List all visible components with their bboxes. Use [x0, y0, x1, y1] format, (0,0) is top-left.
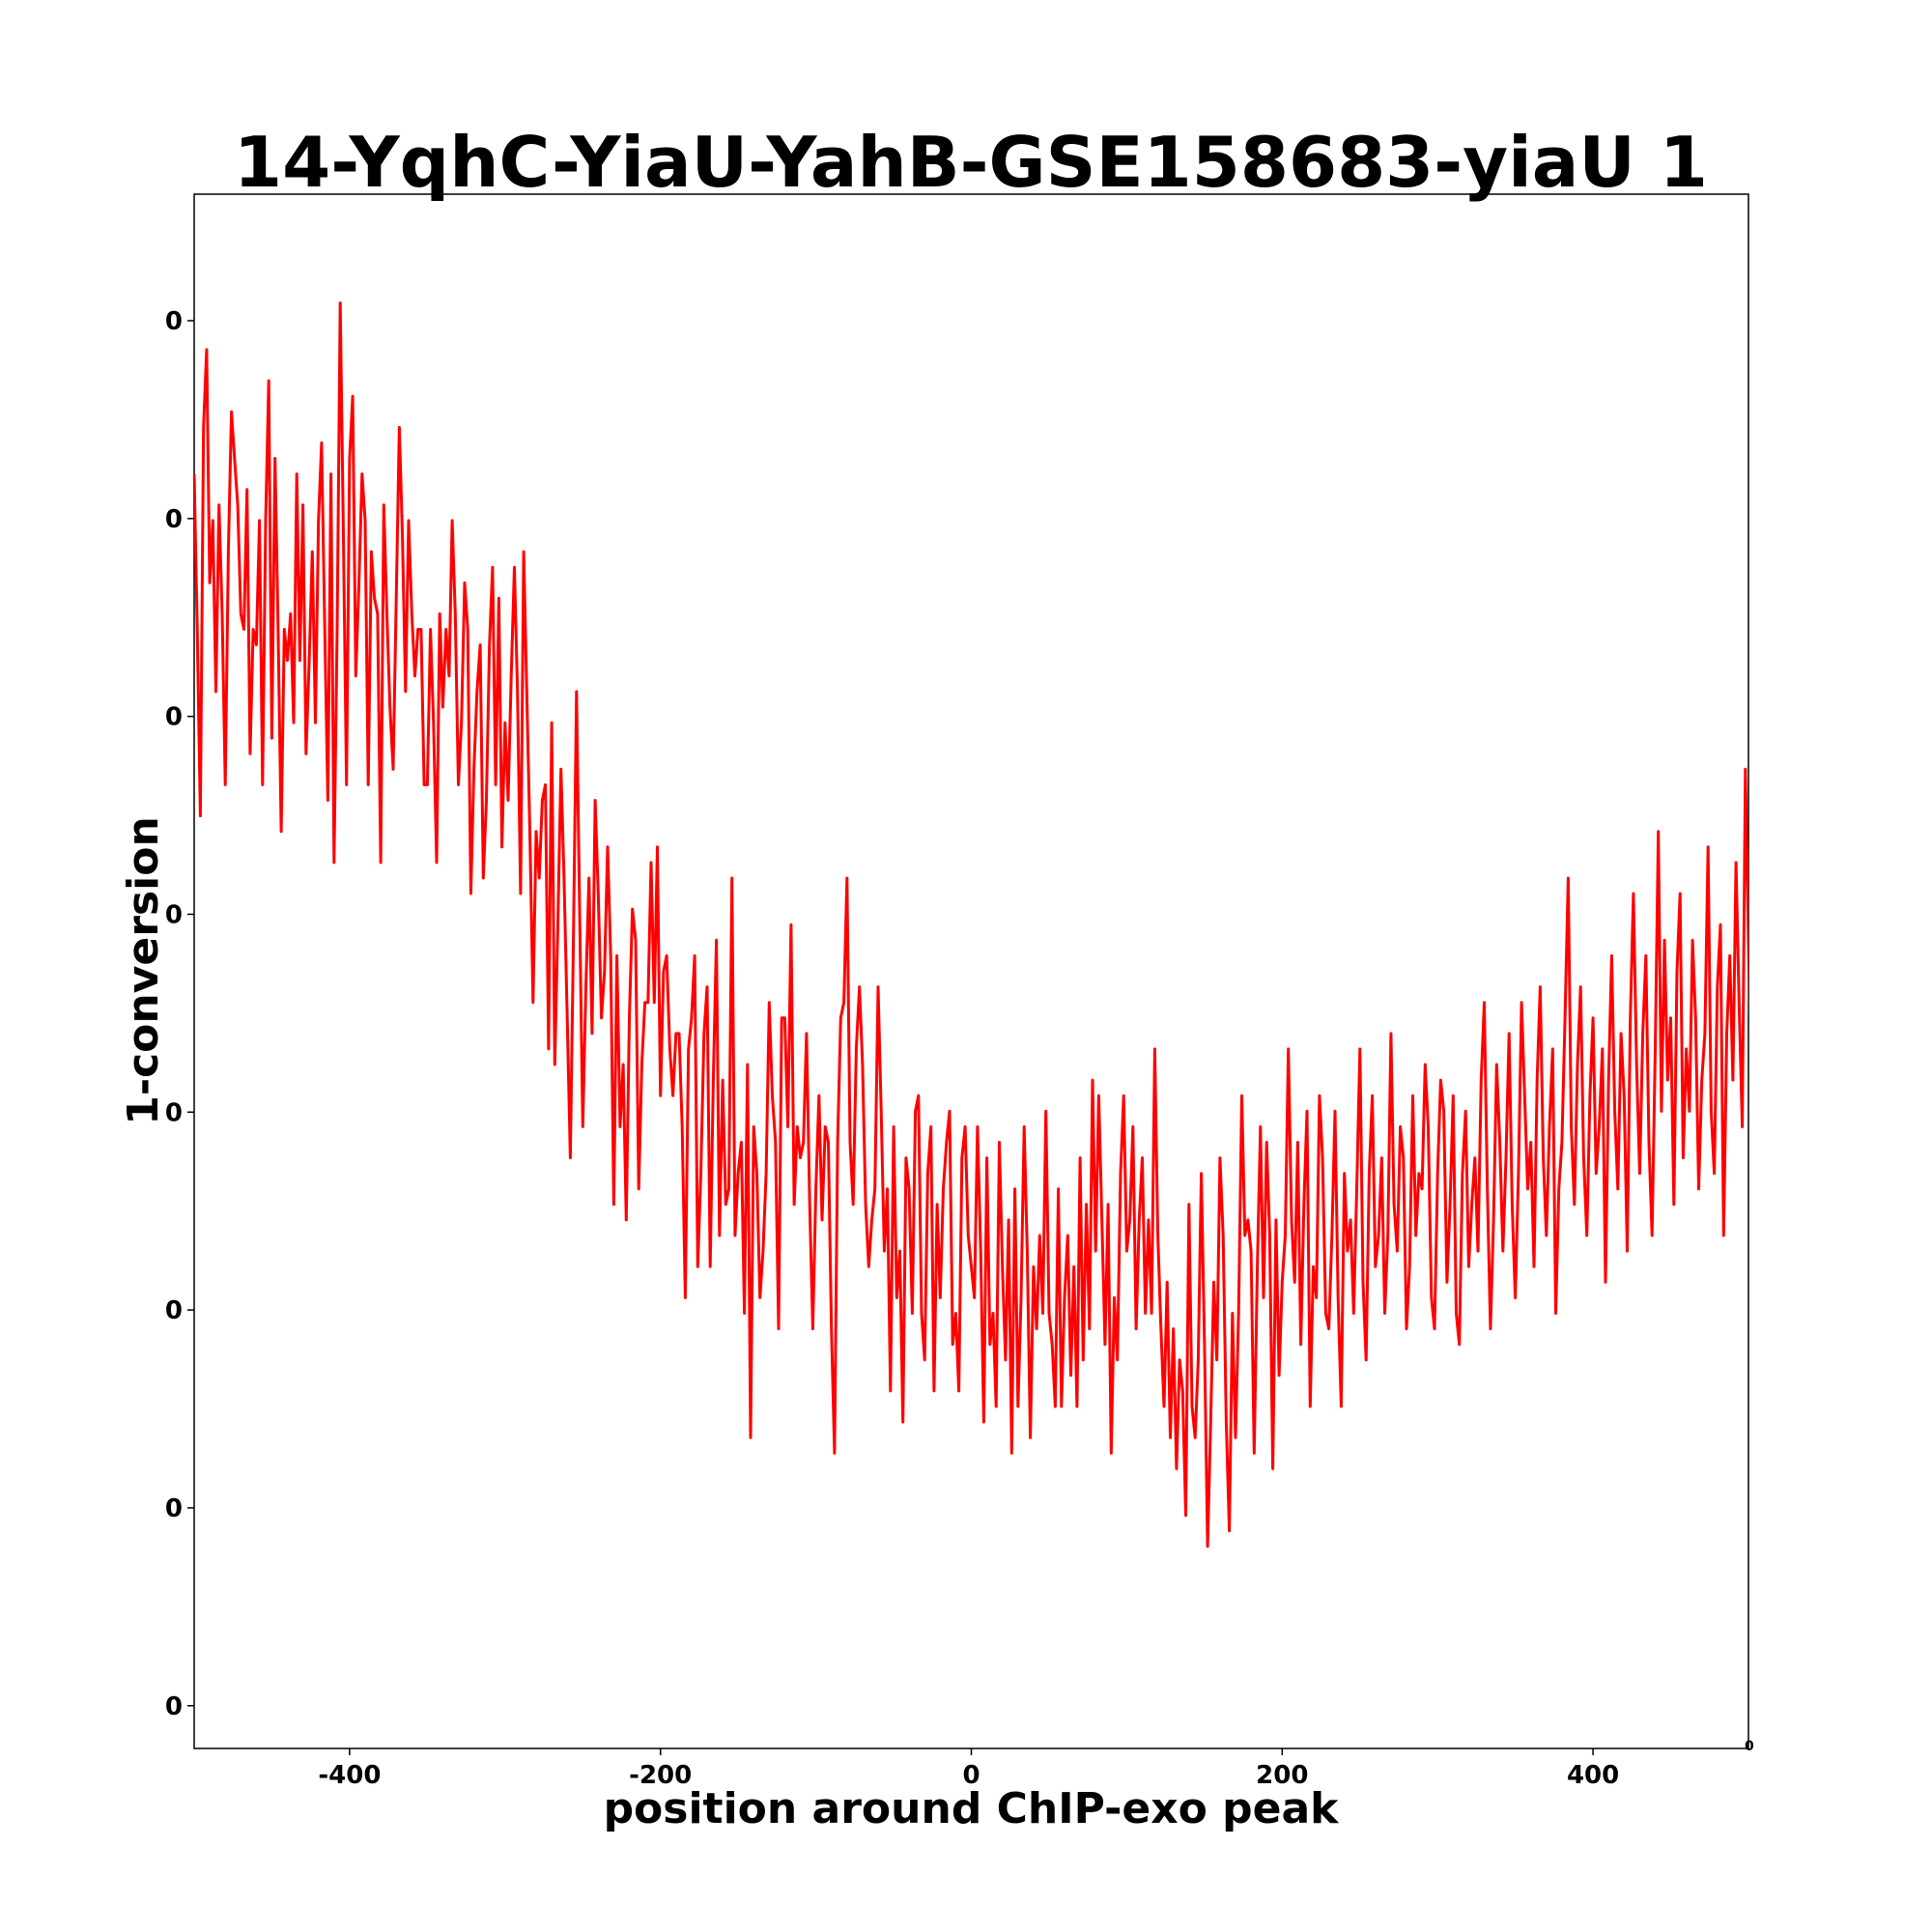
plot-area: -400 -200 0 200 400 0 0 0 0 0 0 0 0	[165, 193, 1749, 1790]
y-tick-label-7: 0	[165, 307, 183, 336]
y-tick-label-2: 0	[165, 1296, 183, 1325]
y-axis-label: 1-conversion	[119, 816, 168, 1125]
x-axis-label: position around ChIP-exo peak	[604, 1784, 1341, 1833]
x-tick-label-0: -400	[318, 1761, 381, 1790]
x-tick-label-3: 200	[1256, 1761, 1308, 1790]
x-offset-label: 0	[1745, 1739, 1754, 1754]
x-tick-label-2: 0	[962, 1761, 980, 1790]
y-tick-label-1: 0	[165, 1494, 183, 1523]
series-line-0	[194, 301, 1748, 1548]
x-tick-label-1: -200	[629, 1761, 692, 1790]
chart-title: 14-YqhC-YiaU-YahB-GSE158683-yiaU 1	[234, 122, 1708, 203]
x-tick-label-4: 400	[1567, 1761, 1619, 1790]
y-tick-label-6: 0	[165, 505, 183, 534]
plot-frame	[193, 193, 1749, 1749]
y-tick-label-5: 0	[165, 703, 183, 732]
y-tick-label-4: 0	[165, 900, 183, 929]
y-tick-label-0: 0	[165, 1692, 183, 1721]
y-tick-label-3: 0	[165, 1098, 183, 1127]
